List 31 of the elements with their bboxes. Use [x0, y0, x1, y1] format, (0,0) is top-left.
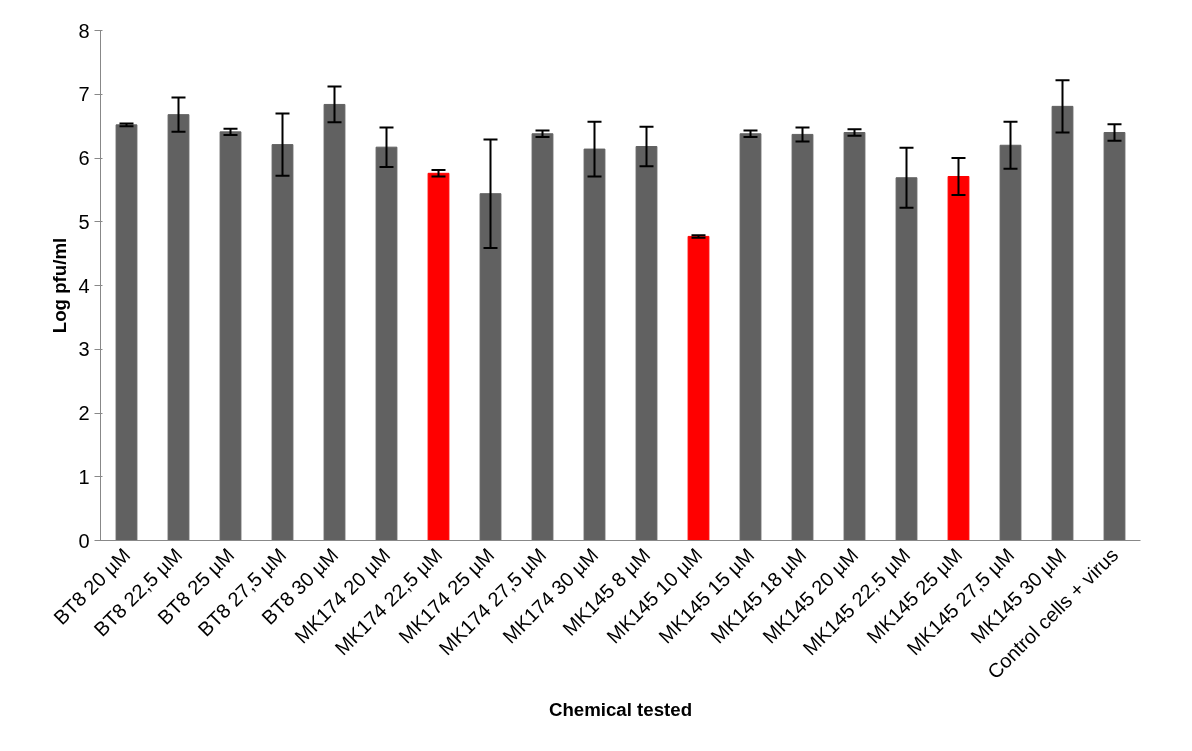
bar — [999, 144, 1022, 541]
bar — [115, 124, 138, 541]
bar — [271, 144, 294, 541]
bar — [427, 172, 450, 541]
bar — [375, 146, 398, 541]
y-tick-label: 3 — [78, 338, 90, 361]
bar — [479, 193, 502, 541]
y-tick-label: 8 — [78, 19, 90, 42]
bar — [843, 132, 866, 541]
y-axis-title: Log pfu/ml — [49, 237, 71, 334]
bar — [635, 146, 658, 541]
bar — [947, 175, 970, 541]
bar — [167, 114, 190, 541]
bar — [1051, 105, 1074, 541]
bar — [531, 133, 554, 541]
y-tick-label: 0 — [78, 529, 90, 552]
bar — [687, 235, 710, 541]
bar — [739, 133, 762, 541]
y-tick-label: 6 — [78, 147, 90, 169]
x-axis-title: Chemical tested — [548, 698, 693, 720]
bar — [1103, 132, 1126, 541]
y-tick-label: 7 — [78, 83, 90, 106]
bar — [895, 177, 918, 541]
bar — [323, 103, 346, 541]
y-tick-label: 4 — [78, 274, 90, 297]
y-tick-label: 2 — [78, 402, 90, 424]
bar — [219, 131, 242, 541]
bar — [583, 148, 606, 541]
bar — [791, 133, 814, 541]
y-tick-label: 1 — [78, 465, 90, 488]
y-tick-label: 5 — [78, 210, 90, 233]
